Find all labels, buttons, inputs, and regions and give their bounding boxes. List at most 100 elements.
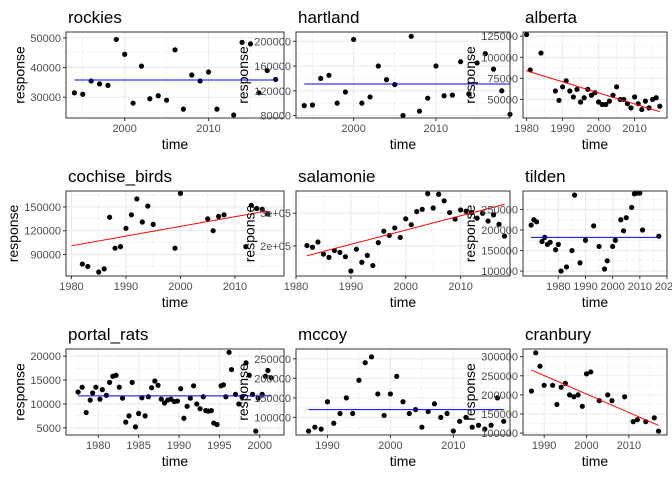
data-point — [655, 428, 662, 434]
data-point — [236, 401, 242, 407]
x-tick-label: 2010 — [223, 281, 247, 293]
data-point — [205, 69, 212, 75]
data-point — [318, 426, 324, 432]
data-point — [400, 399, 406, 405]
data-point — [79, 384, 85, 390]
data-point — [430, 205, 436, 211]
y-tick-label: 200000 — [254, 373, 291, 385]
data-point — [381, 412, 387, 419]
data-point — [200, 394, 206, 400]
data-point — [575, 392, 581, 398]
data-point — [637, 190, 643, 196]
data-point — [305, 428, 312, 434]
x-tick-label: 2010 — [441, 440, 465, 452]
panel-title: alberta — [525, 8, 578, 27]
data-point — [457, 418, 463, 424]
data-point — [105, 82, 111, 88]
data-point — [359, 100, 365, 106]
facet-panel-cochise_birds: 1980 1990 2000 2010 90000 120000 150000 cochise… — [5, 167, 285, 310]
data-point — [447, 209, 453, 216]
data-point — [116, 384, 122, 390]
panel-title: hartland — [298, 8, 359, 27]
data-point — [488, 422, 494, 428]
data-point — [96, 269, 102, 275]
x-tick-label: 1990 — [550, 123, 574, 135]
data-point — [367, 94, 373, 100]
data-point — [301, 103, 307, 109]
data-point — [337, 410, 343, 417]
data-point — [90, 390, 96, 396]
data-point — [579, 403, 585, 409]
y-tick-label: 90000 — [30, 250, 61, 262]
panel-title: cranbury — [525, 325, 592, 344]
data-point — [350, 410, 356, 417]
data-point — [629, 204, 635, 211]
data-point — [172, 47, 178, 53]
data-point — [639, 227, 646, 233]
data-point — [187, 395, 193, 401]
x-tick-label: 1990 — [315, 440, 339, 452]
panel-background — [523, 191, 667, 276]
panel-border — [65, 348, 285, 436]
data-point — [553, 247, 559, 253]
data-point — [603, 101, 609, 108]
data-point — [181, 415, 187, 421]
data-point — [255, 395, 261, 401]
data-point — [623, 215, 629, 221]
data-point — [558, 268, 564, 274]
data-point — [148, 385, 155, 391]
panel-border — [295, 190, 511, 277]
y-axis-label: response — [462, 363, 478, 421]
data-point — [458, 59, 464, 65]
data-point — [214, 106, 220, 112]
data-point — [408, 33, 414, 39]
data-point — [414, 208, 420, 215]
data-point — [656, 233, 662, 239]
y-tick-label: 100000 — [254, 412, 291, 424]
x-tick-label: 1990 — [167, 440, 191, 452]
data-point — [588, 369, 594, 375]
data-point — [425, 408, 431, 415]
panel-border — [65, 190, 285, 277]
data-point — [253, 428, 259, 434]
data-point — [375, 63, 381, 69]
data-point — [438, 414, 444, 421]
data-point — [653, 95, 659, 101]
data-point — [588, 92, 595, 98]
data-point — [596, 99, 602, 105]
data-point — [475, 422, 482, 428]
facet-panel-mccoy: 1990 2000 2010 100000 150000 200000 250000 mcco… — [235, 325, 511, 469]
x-axis-label: time — [162, 136, 189, 152]
data-point — [265, 367, 271, 374]
x-tick-label: 1990 — [532, 440, 556, 452]
y-axis-label: response — [462, 46, 478, 104]
y-tick-label: 15000 — [30, 375, 61, 387]
data-point — [528, 388, 535, 394]
data-point — [304, 242, 310, 249]
x-tick-label: 2000 — [394, 281, 418, 293]
x-tick-label: 1990 — [573, 281, 597, 293]
data-point — [408, 222, 414, 228]
data-point — [130, 100, 136, 106]
x-tick-label: 1985 — [126, 440, 150, 452]
x-tick-label: 2000 — [341, 123, 365, 135]
data-point — [601, 266, 608, 272]
panel-background — [523, 349, 667, 435]
data-point — [326, 72, 332, 78]
data-point — [180, 106, 186, 112]
data-point — [469, 424, 475, 430]
data-point — [539, 238, 545, 245]
data-point — [610, 243, 616, 250]
data-point — [596, 243, 602, 250]
data-point — [577, 260, 583, 266]
data-point — [482, 426, 488, 432]
data-point — [123, 419, 129, 425]
data-point — [119, 395, 126, 401]
x-tick-label: 2000 — [112, 123, 136, 135]
panel-title: salamonie — [298, 167, 376, 186]
data-point — [75, 389, 81, 395]
facet-panel-alberta: 1980 1990 2000 2010 50000 75000 100000 125000 al… — [462, 8, 668, 152]
data-point — [197, 78, 203, 84]
data-point — [431, 401, 438, 407]
data-point — [612, 237, 618, 243]
